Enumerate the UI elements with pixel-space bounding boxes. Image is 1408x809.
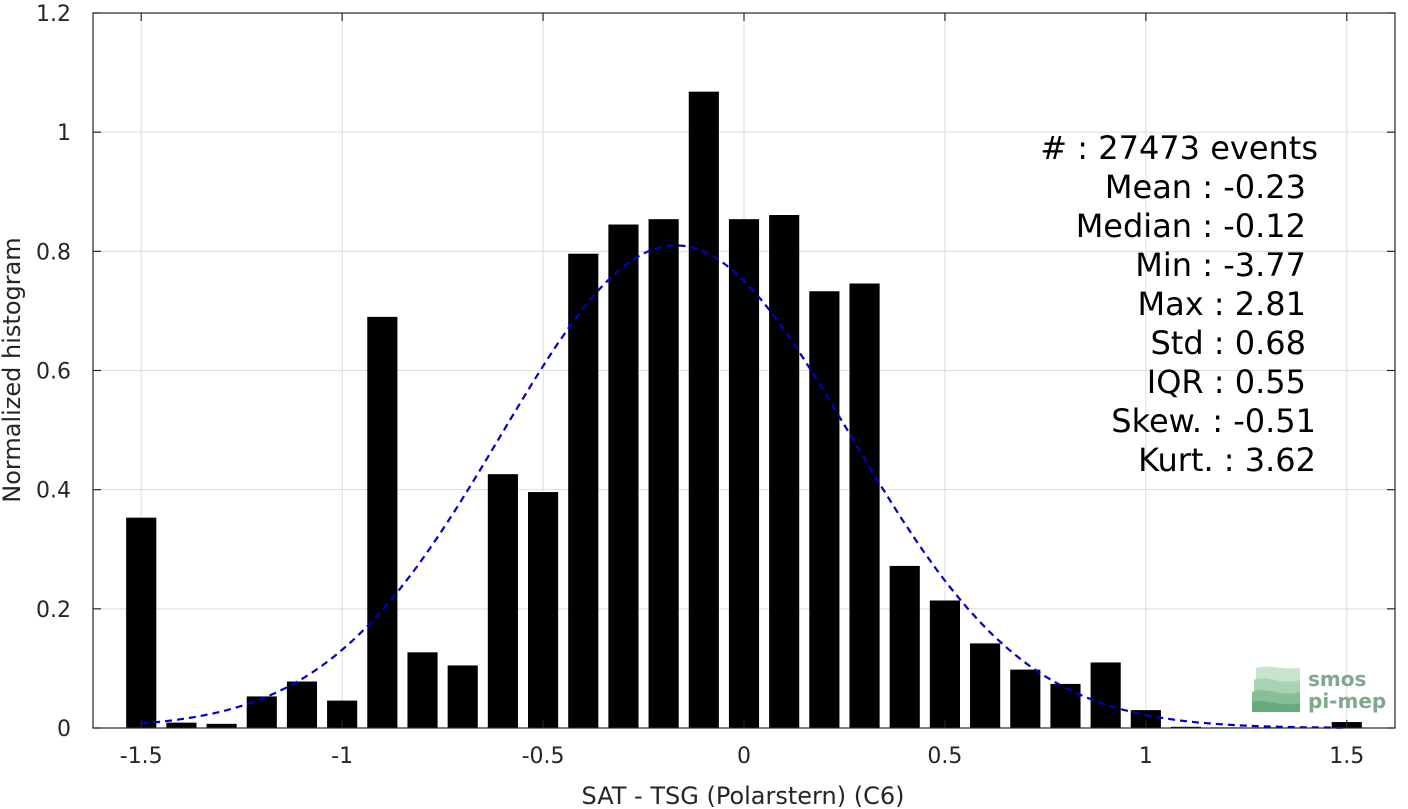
- smos-pi-mep-logo: smos pi-mep: [1252, 666, 1386, 713]
- histogram-bar: [407, 652, 438, 728]
- axis-ticks: [93, 12, 1395, 729]
- stat-line: Std : 0.68: [1150, 324, 1306, 362]
- histogram-bar: [528, 492, 559, 728]
- histogram-bar: [1010, 669, 1041, 728]
- histogram-bar: [487, 474, 518, 728]
- histogram-bar: [970, 643, 1001, 728]
- histogram-bar: [206, 723, 237, 728]
- y-tick-label: 0.8: [36, 240, 71, 265]
- histogram-bar: [166, 722, 197, 728]
- logo-wave-icon: [1252, 666, 1300, 712]
- histogram-bars: [126, 91, 1362, 729]
- y-axis-label: Normalized histogram: [0, 237, 26, 502]
- x-tick-label: -0.5: [522, 744, 565, 769]
- histogram-bar: [889, 565, 920, 728]
- histogram-bar: [648, 219, 679, 729]
- histogram-bar: [608, 224, 639, 729]
- stat-line: Kurt. : 3.62: [1138, 441, 1316, 479]
- x-tick-label: 1.5: [1329, 744, 1364, 769]
- x-tick-label: -1: [331, 744, 353, 769]
- x-tick-label: 0.5: [927, 744, 962, 769]
- x-tick-label: -1.5: [120, 744, 163, 769]
- stat-line: Skew. : -0.51: [1111, 402, 1316, 440]
- histogram-bar: [1050, 683, 1081, 728]
- x-tick-label: 1: [1139, 744, 1153, 769]
- histogram-bar: [809, 291, 840, 728]
- gaussian-fit-curve: [141, 244, 1347, 729]
- histogram-bar: [688, 91, 719, 728]
- x-axis-label: SAT - TSG (Polarstern) (C6): [582, 782, 905, 809]
- histogram-bar: [126, 517, 157, 728]
- histogram-bar: [1090, 662, 1121, 728]
- y-tick-labels: 0 0.2 0.4 0.6 0.8 1 1.2: [36, 2, 71, 742]
- logo-text-smos: smos: [1308, 667, 1366, 691]
- stat-line: Median : -0.12: [1076, 207, 1306, 245]
- histogram-bar: [447, 665, 478, 728]
- stat-line: IQR : 0.55: [1147, 363, 1306, 401]
- y-tick-label: 0.2: [36, 598, 71, 623]
- histogram-bar: [367, 316, 398, 728]
- x-tick-label: 0: [737, 744, 751, 769]
- histogram-bar: [849, 283, 880, 728]
- histogram-bar: [769, 214, 800, 729]
- histogram-bar: [929, 600, 960, 728]
- histogram-bar: [286, 681, 318, 728]
- y-tick-label: 0.4: [36, 479, 71, 504]
- y-tick-label: 1: [57, 121, 71, 146]
- stat-line: # : 27473 events: [1040, 129, 1318, 167]
- x-tick-labels: -1.5 -1 -0.5 0 0.5 1 1.5: [120, 744, 1365, 769]
- logo-text-pi-mep: pi-mep: [1308, 689, 1386, 713]
- histogram-bar: [246, 696, 277, 728]
- y-tick-label: 1.2: [36, 2, 71, 27]
- histogram-bar: [1130, 710, 1161, 728]
- stat-line: Max : 2.81: [1137, 285, 1306, 323]
- stat-line: Min : -3.77: [1135, 246, 1306, 284]
- stat-line: Mean : -0.23: [1105, 168, 1306, 206]
- histogram-bar: [728, 219, 760, 729]
- y-tick-label: 0: [57, 717, 71, 742]
- histogram-bar: [568, 253, 599, 728]
- y-tick-label: 0.6: [36, 360, 71, 385]
